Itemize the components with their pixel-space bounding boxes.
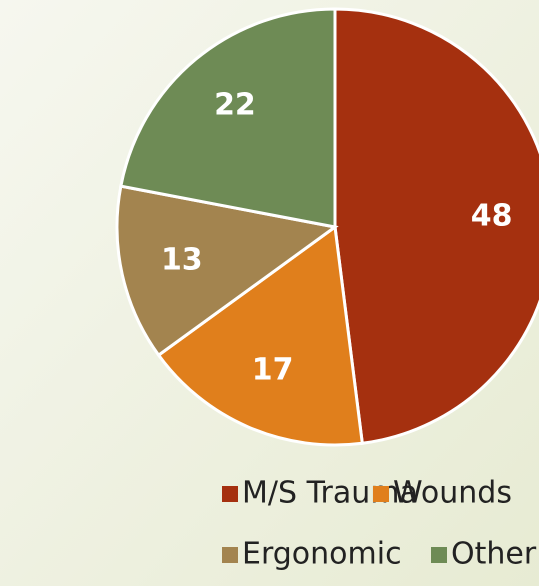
pie-slice [156,224,364,447]
pie-slice [115,184,339,358]
legend-label: Wounds [393,476,512,511]
legend-label: Ergonomic [242,537,402,572]
data-label: 17 [252,353,294,388]
pie-slice [333,7,539,445]
data-label: 22 [214,88,256,123]
legend-swatch [222,486,238,502]
legend-label: M/S Trauma [242,476,418,511]
data-label: 48 [471,199,513,234]
pie-slice [119,7,337,229]
legend-swatch [373,486,389,502]
legend-swatch [431,547,447,563]
pie: 48 17 13 22 [115,7,539,447]
data-label: 13 [161,243,203,278]
legend-label: Other [451,537,537,572]
legend-swatch [222,547,238,563]
